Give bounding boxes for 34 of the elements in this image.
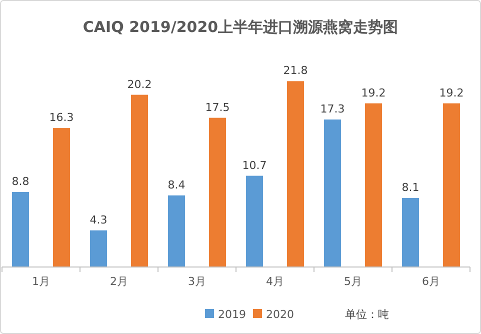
bar [365,103,382,267]
data-label: 8.1 [402,180,420,194]
bar [246,176,263,267]
data-label: 16.3 [49,111,74,124]
text: 单位：吨 [345,308,389,321]
x-tick-label: 5月 [344,275,362,288]
data-label: 10.7 [242,158,267,172]
x-tick-label: 6月 [422,275,440,288]
x-tick-label: 3月 [188,275,206,288]
x-tick-label: 4月 [266,275,284,288]
bar [443,103,460,267]
data-label: 21.8 [283,64,308,78]
bar [90,230,107,267]
data-label: 8.4 [168,178,186,192]
data-label: 17.5 [205,100,230,114]
data-label: 20.2 [127,78,152,91]
legend-label: 2019 [218,308,246,321]
data-label: 8.8 [12,174,30,188]
bar [402,198,419,267]
x-tick-label: 2月 [110,275,128,288]
bar [287,81,304,267]
bar [131,94,148,267]
bar [209,118,226,267]
data-label: 19.2 [439,86,464,100]
data-label: 4.3 [90,213,108,226]
chart-title: CAIQ 2019/2020上半年进口溯源燕窝走势图 [82,18,398,36]
bar [53,128,70,267]
legend-label: 2020 [266,308,294,321]
data-label: 19.2 [361,86,386,100]
bar [324,120,341,267]
x-tick-label: 1月 [32,275,50,288]
bar [168,195,185,267]
bar [12,192,29,267]
data-label: 17.3 [320,102,345,116]
